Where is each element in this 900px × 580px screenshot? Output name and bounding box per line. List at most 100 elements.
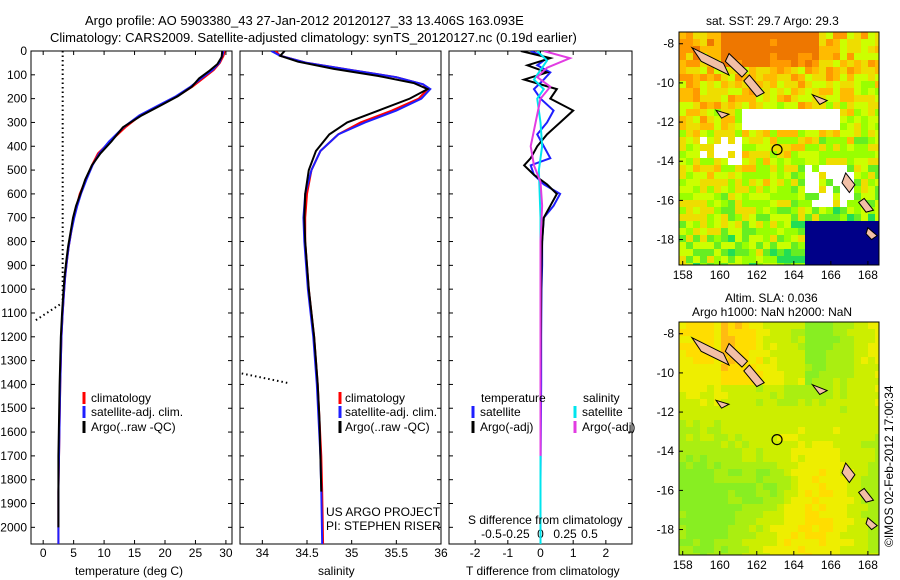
- map-cell: [679, 399, 686, 406]
- map-cell: [791, 179, 798, 186]
- map-cell: [861, 263, 868, 265]
- map-cell: [770, 165, 777, 172]
- map-cell: [847, 193, 854, 200]
- map-cell: [861, 329, 868, 336]
- map-cell: [833, 511, 840, 518]
- map-cell: [686, 329, 693, 336]
- map-cell: [875, 350, 879, 357]
- y-tick-label: 300: [7, 115, 27, 129]
- map-cell: [749, 441, 756, 448]
- map-cell: [826, 144, 833, 151]
- map-cell: [847, 60, 854, 67]
- map-cell: [700, 329, 707, 336]
- map-cell: [847, 462, 854, 469]
- map-cell: [826, 256, 833, 263]
- map-cell: [749, 469, 756, 476]
- map-cell: [735, 518, 742, 525]
- map-cell: [868, 102, 875, 109]
- map-cell: [854, 214, 861, 221]
- map-cell: [679, 123, 686, 130]
- map-cell: [763, 235, 770, 242]
- map-cell: [700, 81, 707, 88]
- map-cell: [833, 242, 840, 249]
- map-cell: [700, 123, 707, 130]
- map-cell: [756, 249, 763, 256]
- map-cell: [875, 385, 879, 392]
- map-cell: [742, 200, 749, 207]
- map-cell: [679, 102, 686, 109]
- map-cell: [826, 67, 833, 74]
- map-cell: [805, 200, 812, 207]
- map-x-tick-label: 158: [673, 268, 693, 282]
- map-cell: [686, 511, 693, 518]
- map-cell: [777, 553, 784, 555]
- map-cell: [826, 343, 833, 350]
- map-cell: [812, 74, 819, 81]
- map-cell: [693, 448, 700, 455]
- map-cell: [721, 46, 728, 53]
- map-cell: [875, 329, 879, 336]
- map-cell: [728, 336, 735, 343]
- map-cell: [700, 249, 707, 256]
- map-cell: [700, 193, 707, 200]
- map-cell: [791, 256, 798, 263]
- map-cell: [742, 343, 749, 350]
- map-cell: [784, 357, 791, 364]
- map-cell: [721, 88, 728, 95]
- map-cell: [840, 532, 847, 539]
- map-cell: [791, 350, 798, 357]
- map-cell: [728, 462, 735, 469]
- map-cell: [770, 427, 777, 434]
- map-cell: [819, 357, 826, 364]
- map-cell: [728, 434, 735, 441]
- map-cell: [777, 172, 784, 179]
- map-cell: [749, 343, 756, 350]
- map-cell: [707, 242, 714, 249]
- map-cell: [693, 228, 700, 235]
- map-cell: [777, 46, 784, 53]
- map-cell: [805, 322, 812, 329]
- map-cell: [791, 322, 798, 329]
- map-cell: [833, 490, 840, 497]
- map-cell: [735, 553, 742, 555]
- map-cell: [861, 67, 868, 74]
- map-cell: [826, 228, 833, 235]
- map-cell: [749, 420, 756, 427]
- map-cell: [868, 123, 875, 130]
- map-cell: [833, 235, 840, 242]
- map-cell: [742, 207, 749, 214]
- map-cell: [721, 413, 728, 420]
- map-cell: [819, 235, 826, 242]
- map-cell: [728, 179, 735, 186]
- map-cell: [735, 53, 742, 60]
- map-cell: [756, 165, 763, 172]
- map-cell: [756, 525, 763, 532]
- map-cell: [777, 39, 784, 46]
- map-cell: [826, 413, 833, 420]
- map-cell: [826, 357, 833, 364]
- map-cell: [693, 116, 700, 123]
- map-cell: [749, 109, 756, 116]
- map-cell: [791, 95, 798, 102]
- map-cell: [728, 532, 735, 539]
- map-cell: [770, 385, 777, 392]
- map-cell: [770, 32, 777, 39]
- map-cell: [714, 242, 721, 249]
- y-tick-label: 1200: [0, 330, 27, 344]
- legend-label-t-satellite: satellite: [480, 405, 521, 419]
- map-cell: [763, 476, 770, 483]
- map-cell: [735, 371, 742, 378]
- map-cell: [763, 123, 770, 130]
- map-cell: [763, 144, 770, 151]
- y-tick-label: 1400: [0, 377, 27, 391]
- map-cell: [742, 53, 749, 60]
- map-cell: [854, 525, 861, 532]
- map-cell: [721, 497, 728, 504]
- map-cell: [805, 504, 812, 511]
- map-cell: [693, 88, 700, 95]
- map-cell: [707, 200, 714, 207]
- map-cell: [770, 469, 777, 476]
- map-cell: [749, 532, 756, 539]
- map-cell: [693, 235, 700, 242]
- map-cell: [700, 539, 707, 546]
